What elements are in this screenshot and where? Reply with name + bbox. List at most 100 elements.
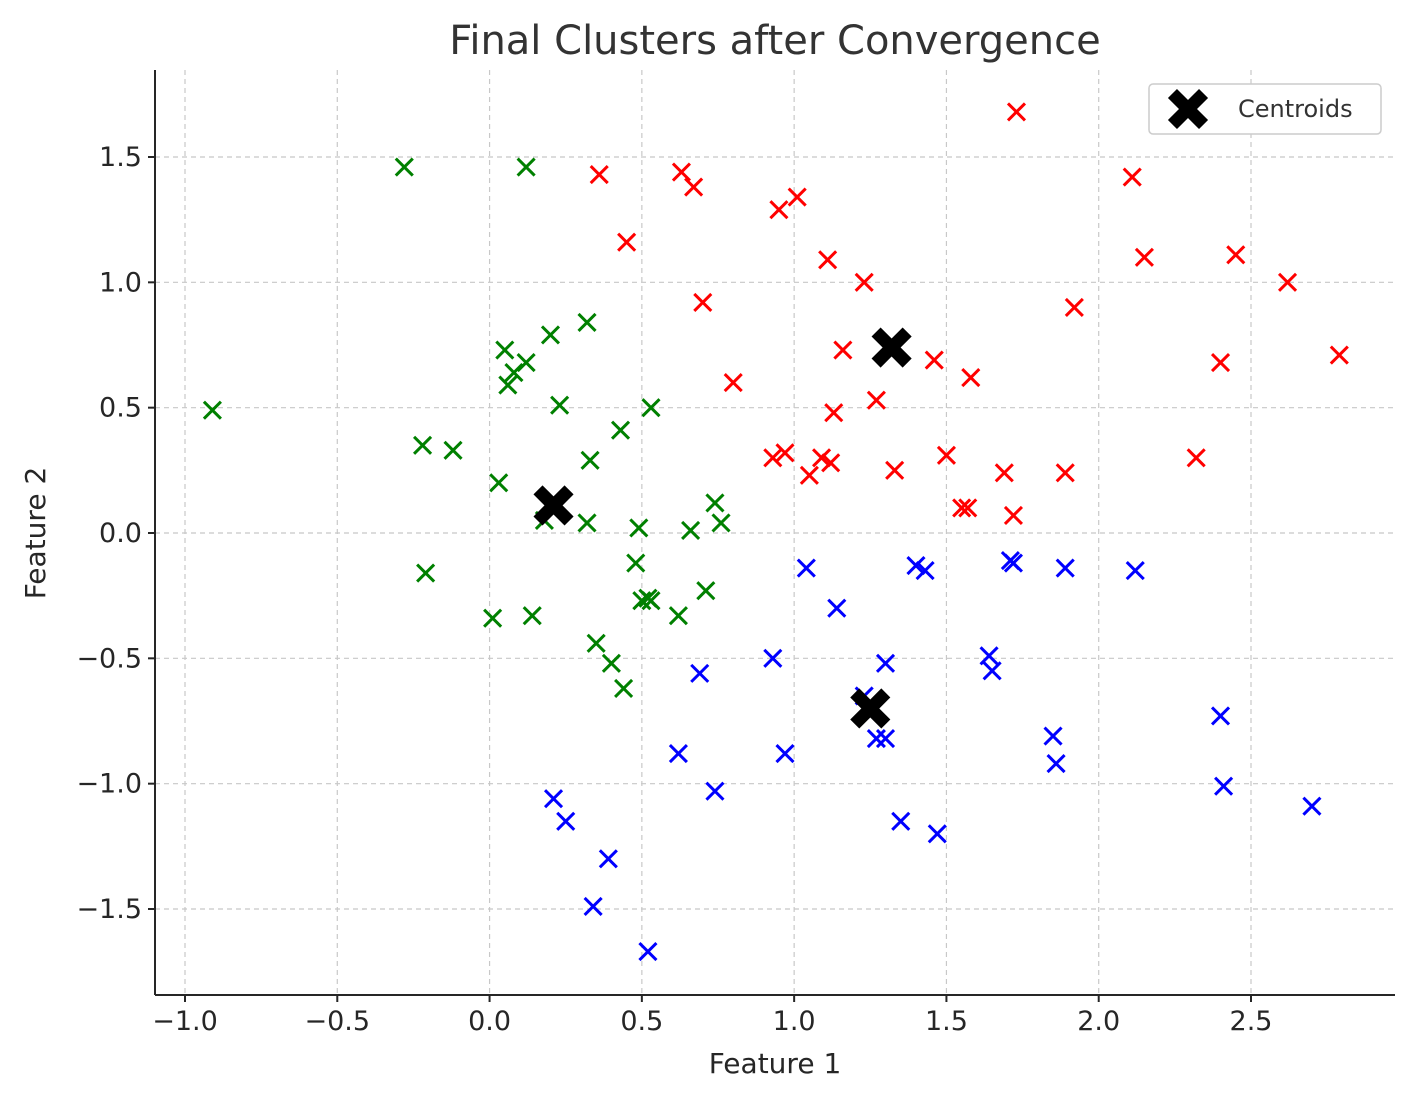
data-point	[671, 162, 692, 182]
data-point-stroke	[641, 398, 661, 418]
data-point-stroke	[982, 661, 1002, 681]
data-point-stroke	[1329, 345, 1349, 365]
data-point	[1125, 561, 1145, 581]
data-point-stroke	[589, 164, 609, 185]
data-point-stroke	[1210, 706, 1231, 726]
data-point-stroke	[443, 440, 463, 460]
data-point	[775, 744, 795, 764]
data-point	[763, 648, 783, 668]
data-point-stroke	[550, 395, 570, 415]
data-point	[1043, 726, 1063, 746]
data-point-stroke	[614, 678, 634, 698]
data-point	[632, 591, 652, 611]
data-point-stroke	[811, 448, 832, 468]
data-point-stroke	[961, 368, 981, 388]
data-point	[543, 789, 564, 809]
data-point-stroke	[936, 445, 956, 465]
data-point	[1210, 706, 1231, 726]
data-point	[696, 581, 716, 601]
chart-title: Final Clusters after Convergence	[449, 18, 1101, 64]
x-tick-label: 2.0	[1077, 1006, 1120, 1037]
data-point-stroke	[763, 448, 783, 468]
legend-centroid-icon	[1167, 88, 1209, 130]
data-point	[854, 272, 874, 292]
data-point-stroke	[610, 420, 631, 440]
data-point-stroke	[495, 340, 515, 360]
data-point-stroke	[498, 375, 518, 395]
data-point	[811, 448, 832, 468]
data-point	[1277, 272, 1298, 292]
data-point	[413, 435, 433, 455]
data-point	[833, 340, 853, 360]
data-point-stroke	[952, 498, 972, 518]
data-point	[1186, 448, 1206, 468]
data-point-stroke	[696, 581, 716, 601]
data-point	[924, 350, 944, 370]
y-axis-title: Feature 2	[19, 467, 52, 600]
data-point	[394, 157, 414, 177]
data-point	[489, 473, 509, 493]
data-point	[775, 443, 795, 463]
data-point-stroke	[1003, 505, 1023, 526]
data-point-stroke	[638, 942, 658, 962]
y-tick-label: 1.0	[99, 267, 142, 298]
data-point-stroke	[1064, 297, 1084, 317]
data-point	[958, 498, 978, 518]
x-tick-label: 0.0	[468, 1006, 511, 1037]
data-point	[589, 164, 609, 185]
data-point-stroke	[994, 463, 1014, 483]
data-point-stroke	[1122, 167, 1142, 187]
data-point	[891, 811, 911, 831]
data-point	[1210, 352, 1231, 373]
data-point-stroke	[1046, 754, 1066, 774]
data-point-stroke	[1043, 726, 1063, 746]
data-point-stroke	[1055, 558, 1075, 578]
data-point-stroke	[979, 646, 999, 666]
data-point	[705, 781, 725, 801]
data-point	[982, 661, 1002, 681]
legend[interactable]: Centroids	[1148, 83, 1382, 135]
data-point-stroke	[1226, 245, 1246, 265]
data-point	[556, 811, 576, 831]
data-point-stroke	[681, 520, 701, 541]
data-point	[1226, 245, 1246, 265]
data-point	[668, 744, 688, 764]
data-point	[641, 398, 661, 418]
x-tick-label: −1.0	[152, 1006, 218, 1037]
ticks: −1.0 −0.5 0.0 0.5 1.0 1.5 2.0 2.5 1.5 1.0 0.5 0.0 −0…	[76, 142, 1272, 1037]
data-point	[821, 453, 841, 473]
data-point-stroke	[641, 591, 661, 611]
data-point	[799, 465, 819, 485]
data-point-stroke	[394, 157, 414, 177]
data-point	[1214, 776, 1234, 796]
data-point	[1064, 297, 1084, 317]
data-point	[818, 250, 838, 270]
data-point-stroke	[583, 896, 603, 917]
data-point	[617, 232, 637, 252]
data-point-stroke	[413, 435, 433, 455]
data-point	[1134, 247, 1154, 267]
data-point-stroke	[891, 811, 911, 831]
x-tick-label: 0.5	[620, 1006, 663, 1037]
centroid-marker	[533, 485, 574, 526]
data-point	[705, 493, 725, 513]
legend-label-centroids: Centroids	[1238, 95, 1353, 123]
data-point	[614, 678, 634, 698]
data-point-stroke	[1003, 553, 1023, 573]
data-point	[915, 561, 935, 581]
data-point	[583, 896, 603, 917]
data-point-stroke	[1210, 352, 1231, 373]
x-tick-label: −0.5	[305, 1006, 371, 1037]
data-point	[1329, 345, 1349, 365]
data-point	[483, 608, 503, 628]
data-point	[580, 450, 600, 470]
data-point-stroke	[866, 390, 886, 410]
data-point	[824, 403, 844, 423]
data-point	[906, 556, 926, 576]
data-point	[994, 463, 1014, 483]
data-point	[1006, 102, 1027, 122]
data-point-stroke	[827, 598, 847, 618]
legend-box	[1148, 83, 1382, 135]
y-tick-label: 0.0	[99, 518, 142, 549]
data-point	[952, 498, 972, 518]
